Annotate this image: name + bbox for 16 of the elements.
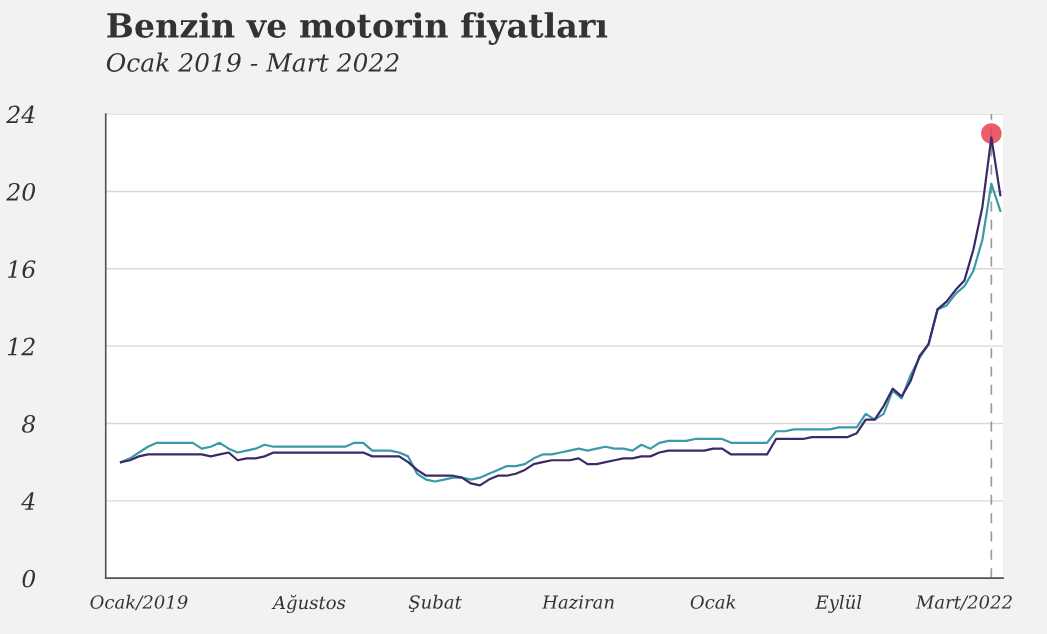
chart-subtitle: Ocak 2019 - Mart 2022 xyxy=(106,52,399,72)
x-tick-label: Ocak/2019 xyxy=(90,594,188,611)
y-tick-label: 20 xyxy=(6,182,36,201)
x-tick-label: Ağustos xyxy=(271,594,346,614)
x-tick-label: Eylül xyxy=(815,594,862,613)
y-tick-label: 4 xyxy=(21,492,35,510)
y-tick-label: 12 xyxy=(7,337,35,356)
x-tick-label: Şubat xyxy=(408,594,462,613)
x-tick-label: Ocak xyxy=(690,594,736,609)
x-tick-label: Haziran xyxy=(541,595,614,610)
y-tick-label: 0 xyxy=(22,569,36,588)
chart-title: Benzin ve motorin fiyatları xyxy=(107,12,608,45)
y-tick-label: 8 xyxy=(21,414,36,433)
y-tick-label: 24 xyxy=(6,105,35,124)
y-tick-label: 16 xyxy=(7,260,36,279)
x-tick-label: Mart/2022 xyxy=(915,595,1012,611)
